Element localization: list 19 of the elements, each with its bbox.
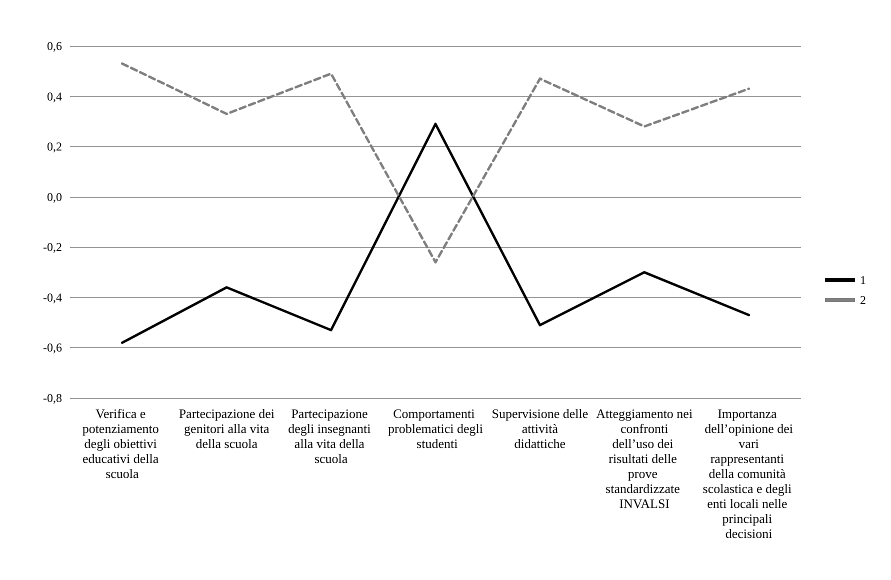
category-label: Importanza dell’opinione dei vari rappresentanti della comunità scolastica e degli enti locali nelle principali decisioni — [702, 406, 794, 541]
x-tick-label: Verifica e potenziamento degli obiettivi educativi della scuola — [82, 406, 162, 481]
line-series — [120, 62, 750, 264]
line-series — [120, 122, 750, 344]
x-tick-label: Atteggiamento nei confronti dell’uso dei risultati delle prove standardizzate INVALSI — [596, 406, 693, 511]
y-tick-label: 0,2 — [47, 140, 62, 154]
y-tick-label: 0,6 — [47, 39, 62, 53]
y-tick-label: -0,2 — [43, 240, 62, 254]
y-tick-label: 0,4 — [47, 89, 62, 104]
y-tick-label: -0,8 — [43, 391, 62, 405]
legend-label: 2 — [860, 293, 866, 307]
legend-label: 1 — [860, 273, 866, 287]
x-tick-label: Comportamenti problematici degli studenti — [388, 406, 484, 451]
y-tick-label: 0,0 — [47, 190, 62, 204]
y-tick-label: -0,4 — [43, 290, 62, 304]
x-tick-label: Partecipazione dei genitori alla vita della scuola — [178, 406, 275, 451]
x-tick-label: Partecipazione degli insegnanti alla vita della scuola — [288, 406, 374, 466]
x-tick-label: Supervisione delle attività didattiche — [492, 406, 588, 451]
y-tick-label: -0,6 — [43, 340, 62, 355]
